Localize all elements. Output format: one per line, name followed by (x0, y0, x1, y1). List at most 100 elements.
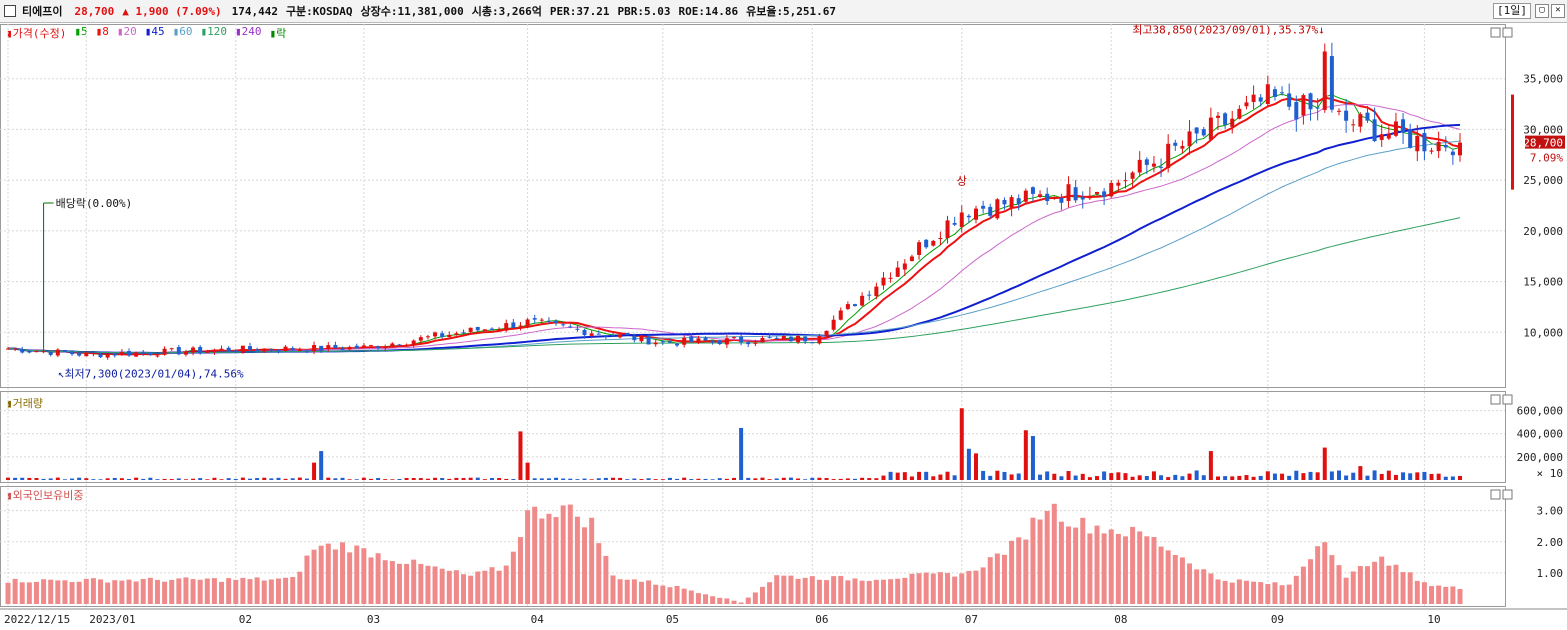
volume-bar (383, 479, 388, 480)
volume-bar (1180, 476, 1185, 480)
foreign-bar (1115, 533, 1121, 604)
foreign-bar (1037, 519, 1043, 604)
foreign-bar (688, 590, 694, 604)
period-selector[interactable]: [1일] (1493, 3, 1531, 19)
candle-body (283, 346, 288, 352)
foreign-bar (603, 555, 609, 604)
candle-body (1223, 113, 1228, 125)
select-checkbox[interactable] (4, 5, 16, 17)
stock-chart[interactable]: 10,000 15,000 20,000 25,000 30,000 35,000 2022… (0, 22, 1567, 630)
legend-ma20[interactable]: ▮20 (116, 25, 137, 38)
candle-body (1109, 182, 1114, 197)
legend-ma45[interactable]: ▮45 (144, 25, 165, 38)
candle-body (105, 353, 110, 358)
candle-body (603, 335, 608, 337)
candle-body (575, 328, 580, 330)
candle-body (1045, 193, 1050, 202)
foreign-bar (55, 580, 61, 604)
foreign-bar (909, 573, 915, 604)
ma5-line (7, 93, 1461, 356)
volume-bar (1379, 473, 1384, 480)
volume-bar (881, 475, 886, 480)
trade-volume: 174,442 (231, 4, 278, 18)
volume-bar (1030, 436, 1035, 480)
volume-bar (995, 470, 1000, 480)
legend-ma5[interactable]: ▮5 (74, 25, 88, 38)
legend-ex[interactable]: ▮락 (269, 27, 287, 40)
foreign-bar (1009, 540, 1015, 604)
volume-bar (1201, 475, 1206, 480)
volume-bar (1322, 447, 1327, 480)
foreign-bar (582, 527, 588, 604)
candle-body (831, 319, 836, 330)
candle-body (817, 336, 822, 344)
candle-body (710, 341, 715, 343)
foreign-bar (1421, 582, 1427, 604)
candle-body (518, 325, 523, 327)
foreign-bar (1343, 577, 1349, 604)
candle-body (1173, 142, 1178, 146)
foreign-bar (1357, 566, 1363, 604)
restore-icon[interactable]: ▢ (1535, 4, 1549, 18)
candle-body (667, 341, 672, 343)
candle-body (1166, 143, 1171, 168)
legend-ma240[interactable]: ▮240 (234, 25, 262, 38)
foreign-bar (1144, 536, 1150, 604)
legend-ma60[interactable]: ▮60 (172, 25, 193, 38)
foreign-bar (1187, 563, 1193, 604)
candle-body (938, 238, 943, 240)
candle-body (874, 286, 879, 297)
candle-body (91, 353, 96, 355)
volume-bar (91, 479, 96, 480)
legend-ma120[interactable]: ▮120 (200, 25, 227, 38)
volume-bar (248, 478, 252, 480)
foreign-bar (624, 579, 630, 604)
volume-bar (269, 478, 274, 480)
candle-body (1301, 95, 1306, 116)
listed-shares: 상장수:11,381,000 (360, 5, 464, 18)
foreign-tick-label: 2.00 (1537, 536, 1564, 549)
volume-unit-label: × 10 (1537, 467, 1564, 480)
volume-bar (112, 477, 117, 480)
volume-bar (1415, 472, 1420, 480)
volume-bar (1080, 473, 1085, 480)
foreign-bar (5, 582, 11, 604)
foreign-bar (432, 566, 438, 604)
foreign-bar (987, 557, 993, 604)
candle-body (675, 343, 680, 346)
foreign-bar (873, 579, 879, 604)
volume-bar (70, 478, 75, 480)
foreign-bar (1023, 539, 1029, 604)
candle-body (867, 294, 872, 296)
legend-ma8[interactable]: ▮8 (95, 25, 109, 38)
candle-body (881, 277, 886, 286)
volume-bar (639, 479, 644, 480)
candle-body (162, 348, 167, 355)
foreign-bar (859, 580, 865, 604)
volume-bar (482, 479, 487, 480)
volume-bar (1301, 473, 1306, 480)
foreign-bar (617, 579, 623, 604)
foreign-bar (219, 581, 225, 604)
volume-bar (1386, 470, 1391, 480)
foreign-bar (660, 585, 666, 604)
volume-bar (1002, 471, 1007, 480)
panel-close-icon (1502, 27, 1513, 38)
ma20-line (7, 104, 1461, 354)
foreign-bar (567, 504, 573, 604)
foreign-bar (1001, 554, 1007, 604)
foreign-bar (767, 582, 773, 604)
price-tick-label: 35,000 (1523, 73, 1563, 86)
candle-body (1159, 166, 1164, 168)
candle-body (646, 336, 651, 345)
foreign-bar (12, 578, 18, 604)
date-tick-label: 03 (367, 613, 380, 626)
candle-body (1386, 133, 1391, 139)
volume-bar (361, 477, 366, 480)
foreign-bar (937, 572, 943, 604)
close-icon[interactable]: ✕ (1551, 4, 1565, 18)
candle-body (1194, 127, 1199, 134)
candle-body (297, 349, 302, 352)
legend-price[interactable]: ▮가격(수정) (6, 27, 67, 40)
foreign-bar (1407, 572, 1413, 604)
